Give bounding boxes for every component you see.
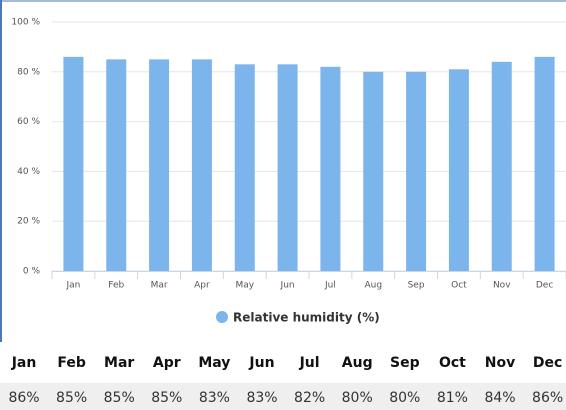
table-value: 85% — [56, 390, 87, 406]
table-value: 86% — [532, 390, 563, 406]
x-tick-label: May — [235, 281, 254, 291]
table-header: May — [198, 355, 230, 371]
x-tick-label: Jan — [65, 281, 80, 291]
x-tick-label: Nov — [493, 281, 511, 291]
y-tick-label: 80 % — [17, 67, 40, 77]
bar — [534, 56, 555, 271]
bar — [406, 71, 427, 271]
y-tick-label: 100 % — [11, 18, 40, 28]
table-value: 80% — [342, 390, 373, 406]
x-tick-label: Feb — [108, 281, 124, 291]
table-header: Jun — [248, 355, 274, 371]
table-header: Aug — [342, 355, 373, 371]
table-header: Nov — [485, 355, 515, 371]
y-tick-label: 0 % — [23, 267, 41, 277]
bar — [491, 61, 512, 272]
bar — [234, 64, 255, 271]
x-tick-label: Apr — [194, 281, 210, 291]
bar — [149, 59, 170, 271]
x-tick-label: Jul — [324, 281, 336, 291]
x-tick-label: Aug — [364, 281, 382, 291]
x-tick-label: Dec — [536, 281, 553, 291]
table-header: Sep — [390, 355, 420, 371]
table-row-bg — [0, 383, 566, 410]
table-header: Mar — [104, 355, 134, 371]
table-value: 83% — [199, 390, 230, 406]
table-value: 84% — [484, 390, 515, 406]
x-tick-label: Oct — [451, 281, 467, 291]
y-tick-label: 20 % — [17, 217, 40, 227]
y-tick-label: 60 % — [17, 117, 40, 127]
table-header: Jul — [299, 355, 320, 371]
table-value: 82% — [294, 390, 325, 406]
x-tick-label: Mar — [151, 281, 168, 291]
table-header: Feb — [57, 355, 86, 371]
bar — [363, 71, 384, 271]
bar — [448, 69, 469, 271]
legend-label: Relative humidity (%) — [233, 311, 380, 325]
bar — [106, 59, 127, 271]
table-value: 86% — [8, 390, 39, 406]
table-value: 80% — [389, 390, 420, 406]
table-value: 81% — [437, 390, 468, 406]
table-header: Dec — [533, 355, 562, 371]
x-tick-label: Jun — [280, 281, 295, 291]
table-value: 85% — [104, 390, 135, 406]
bar — [320, 66, 341, 271]
bar — [277, 64, 298, 271]
y-tick-label: 40 % — [17, 167, 40, 177]
bar — [191, 59, 212, 271]
table-header: Jan — [11, 355, 37, 371]
table-value: 85% — [151, 390, 182, 406]
table-header: Apr — [153, 355, 181, 371]
x-tick-label: Sep — [408, 281, 425, 291]
table-value: 83% — [246, 390, 277, 406]
table-header: Oct — [439, 355, 466, 371]
legend-marker — [216, 311, 228, 323]
bar — [63, 56, 84, 271]
